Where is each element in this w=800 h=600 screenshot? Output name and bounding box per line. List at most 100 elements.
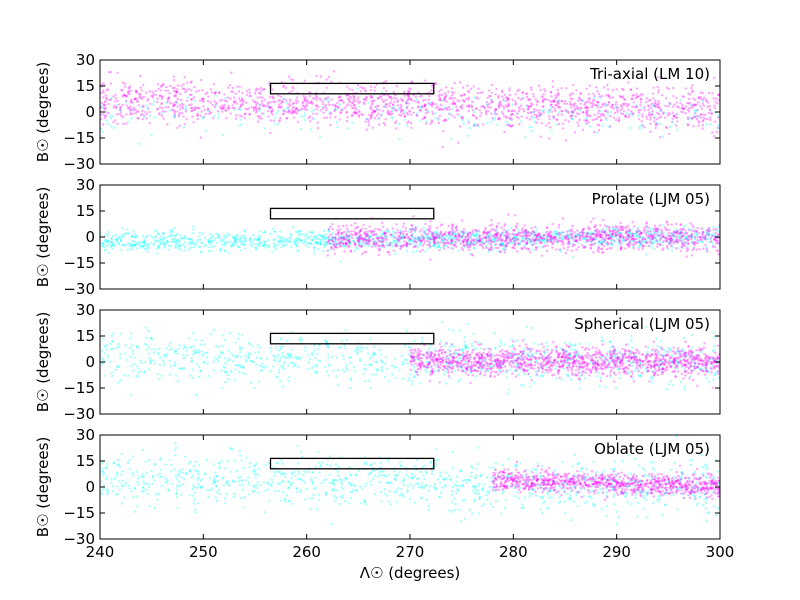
point (667, 231, 671, 234)
point (240, 334, 244, 337)
point (512, 233, 516, 236)
point (695, 103, 698, 106)
point (248, 113, 251, 116)
point (298, 233, 301, 236)
point (381, 244, 384, 247)
point (299, 109, 302, 112)
point (689, 234, 692, 237)
point (241, 103, 244, 106)
point (648, 104, 651, 108)
point (534, 98, 537, 101)
point (601, 112, 604, 116)
point (177, 244, 181, 248)
point (610, 239, 613, 242)
point (571, 92, 575, 95)
point (157, 245, 160, 248)
point (309, 358, 312, 361)
point (500, 242, 504, 245)
point (466, 232, 469, 236)
point (714, 100, 717, 103)
point (431, 233, 435, 237)
point (470, 242, 473, 245)
point (119, 353, 122, 356)
point (462, 228, 466, 231)
point (197, 246, 201, 249)
point (519, 98, 522, 101)
point (492, 228, 496, 231)
point (351, 121, 354, 125)
point (443, 232, 446, 235)
point (236, 233, 239, 236)
point (354, 233, 357, 236)
point (157, 244, 160, 248)
point (430, 88, 433, 92)
point (679, 249, 682, 253)
point (412, 228, 416, 232)
point (289, 112, 292, 115)
point (420, 94, 423, 98)
point (323, 237, 326, 241)
point (552, 116, 555, 119)
point (349, 96, 353, 99)
point (565, 238, 569, 241)
point (627, 108, 630, 111)
point (354, 236, 358, 239)
point (199, 114, 202, 118)
point (533, 233, 537, 236)
point (652, 97, 655, 100)
point (606, 243, 609, 246)
point (140, 112, 144, 116)
point (626, 231, 629, 234)
point (174, 91, 178, 94)
point (507, 102, 510, 105)
point (386, 112, 390, 116)
point (571, 111, 575, 114)
point (146, 348, 149, 351)
point (289, 240, 292, 243)
point (277, 94, 280, 97)
point (551, 361, 555, 365)
point (324, 103, 328, 107)
y-tick-label: −15 (63, 129, 95, 147)
point (192, 225, 195, 228)
point (686, 242, 690, 245)
point (553, 117, 556, 120)
point (222, 106, 225, 110)
point (568, 100, 572, 104)
point (608, 225, 611, 229)
point (519, 240, 522, 244)
point (699, 91, 703, 94)
point (299, 115, 302, 118)
point (501, 242, 505, 245)
point (681, 246, 684, 249)
point (510, 124, 513, 127)
point (459, 239, 462, 242)
point (368, 229, 372, 233)
point (532, 95, 535, 98)
point (460, 106, 463, 109)
point (467, 322, 470, 326)
point (237, 333, 240, 336)
point (427, 235, 431, 238)
point (589, 220, 593, 224)
point (134, 236, 137, 240)
point (341, 244, 345, 247)
point (150, 94, 153, 98)
point (629, 239, 632, 242)
point (567, 358, 570, 362)
point (577, 242, 581, 245)
point (641, 240, 644, 244)
point (104, 114, 108, 117)
point (171, 233, 174, 237)
point (261, 244, 265, 247)
point (696, 242, 699, 245)
point (367, 118, 370, 122)
point (145, 244, 148, 248)
point (633, 238, 636, 241)
point (239, 105, 242, 108)
point (620, 225, 623, 228)
point (631, 237, 634, 240)
point (417, 101, 420, 104)
point (622, 239, 626, 242)
point (499, 250, 502, 253)
